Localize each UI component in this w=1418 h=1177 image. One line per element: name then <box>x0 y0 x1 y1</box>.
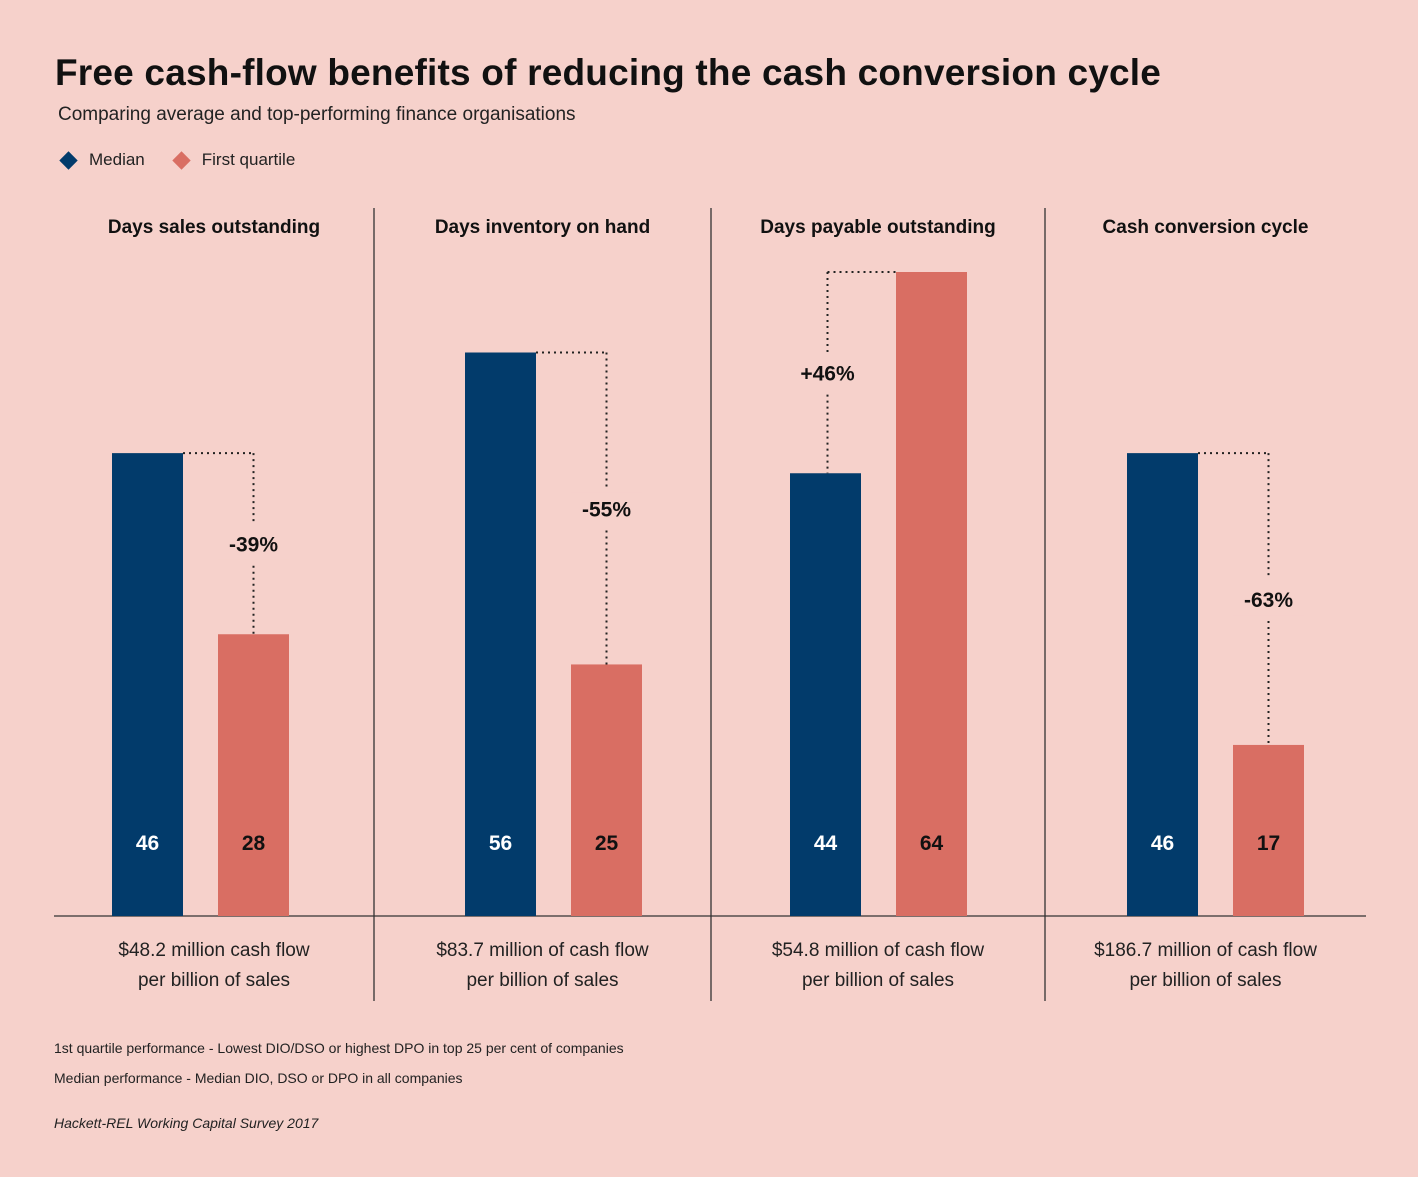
median-value-label: 46 <box>136 832 159 855</box>
cash-flow-label-sub: per billion of sales <box>1129 970 1281 991</box>
change-label-bg <box>791 356 864 389</box>
legend: Median First quartile <box>59 150 325 170</box>
first-quartile-bar <box>571 664 642 916</box>
footnote-median: Median performance - Median DIO, DSO or … <box>54 1070 463 1086</box>
first-quartile-bar <box>218 634 289 916</box>
footnote-first-quartile: 1st quartile performance - Lowest DIO/DS… <box>54 1040 624 1056</box>
change-label: -63% <box>1244 589 1293 612</box>
cash-flow-label: $186.7 million of cash flow <box>1094 940 1317 961</box>
median-value-label: 44 <box>814 832 838 855</box>
median-value-label: 56 <box>489 832 512 855</box>
cash-flow-label: $54.8 million of cash flow <box>772 940 985 961</box>
first-quartile-bar <box>896 272 967 916</box>
median-bar <box>1127 453 1198 916</box>
first-quartile-value-label: 28 <box>242 832 266 855</box>
first-quartile-value-label: 25 <box>595 832 619 855</box>
cash-flow-label-sub: per billion of sales <box>138 970 290 991</box>
median-bar <box>465 352 536 916</box>
panel-title: Cash conversion cycle <box>1103 217 1309 238</box>
legend-label-first-quartile: First quartile <box>201 150 296 169</box>
change-label-bg <box>570 492 643 525</box>
chart-subtitle: Comparing average and top-performing fin… <box>58 104 576 125</box>
source-note: Hackett-REL Working Capital Survey 2017 <box>54 1115 319 1131</box>
chart-title: Free cash-flow benefits of reducing the … <box>55 52 1162 93</box>
change-label-bg <box>217 527 290 560</box>
legend-item-first-quartile: First quartile <box>172 150 296 170</box>
cash-flow-label: $83.7 million of cash flow <box>436 940 649 961</box>
first-quartile-value-label: 17 <box>1257 832 1280 855</box>
legend-label-median: Median <box>89 150 145 169</box>
panel-title: Days inventory on hand <box>435 217 650 238</box>
cash-flow-label-sub: per billion of sales <box>802 970 954 991</box>
panel-title: Days sales outstanding <box>108 217 320 238</box>
first-quartile-bar <box>1233 744 1304 916</box>
median-value-label: 46 <box>1151 832 1174 855</box>
panel-title: Days payable outstanding <box>760 217 995 238</box>
change-label: -55% <box>582 498 631 521</box>
median-bar <box>790 473 861 916</box>
median-bar <box>112 453 183 916</box>
cash-flow-label: $48.2 million cash flow <box>118 940 309 961</box>
first-quartile-value-label: 64 <box>920 832 944 855</box>
legend-item-median: Median <box>59 150 145 170</box>
change-label-bg <box>1232 583 1305 616</box>
change-label: -39% <box>229 534 278 557</box>
cash-flow-label-sub: per billion of sales <box>466 970 618 991</box>
change-label: +46% <box>800 363 855 386</box>
